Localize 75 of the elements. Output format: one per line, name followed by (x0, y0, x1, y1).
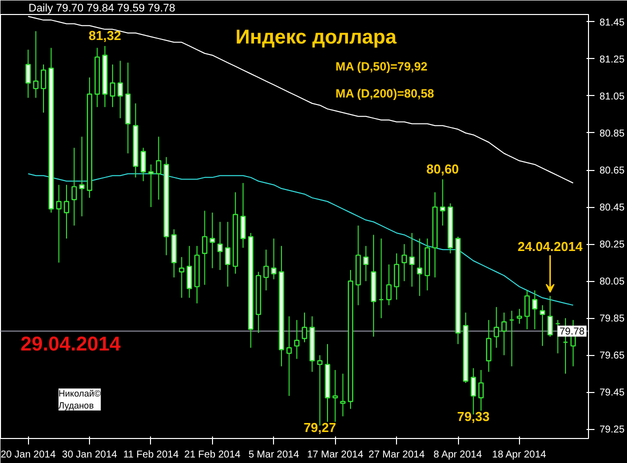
y-tick-label: 80.45 (600, 202, 625, 214)
y-tick-label: 79.45 (600, 388, 625, 399)
x-tick-label: 21 Feb 2014 (184, 450, 241, 460)
x-tick-label: 11 Feb 2014 (123, 450, 180, 460)
y-tick-label: 79.65 (600, 350, 625, 362)
candlestick (494, 306, 500, 348)
annotation: 24.04.2014 (518, 239, 584, 254)
candlestick (156, 136, 162, 200)
y-tick-label: 79.85 (600, 314, 625, 325)
text: Индекс доллара (236, 26, 398, 48)
x-tick-label: 17 Mar 2014 (307, 450, 364, 460)
candlestick (478, 369, 484, 412)
candlestick (340, 373, 346, 417)
candlestick (540, 304, 546, 346)
candlestick (202, 210, 208, 286)
candlestick (302, 312, 308, 343)
candlestick (363, 245, 369, 282)
candlestick (210, 212, 216, 269)
y-tick-label: 79.25 (600, 424, 625, 436)
candlestick (110, 64, 116, 108)
y-tick-label: 81.45 (600, 17, 625, 28)
candlestick (217, 221, 223, 271)
candlestick (524, 290, 530, 330)
candlestick (79, 136, 85, 217)
candlestick (332, 369, 338, 422)
x-tick-label: 20 Jan 2014 (0, 450, 56, 460)
candlestick (225, 221, 230, 288)
candlestick (33, 30, 39, 98)
candlestick (64, 184, 70, 240)
candlestick (416, 238, 422, 296)
y-tick-label: 80.25 (600, 240, 625, 251)
candlestick (286, 316, 292, 396)
candlestick (140, 147, 146, 182)
candlestick (486, 320, 492, 372)
x-tick-label: 18 Apr 2014 (492, 450, 547, 460)
candlestick (40, 64, 46, 114)
candlestick (386, 264, 392, 306)
annotation: Daily 79.70 79.84 79.59 79.78 (28, 2, 176, 14)
y-tick-label: 80.05 (600, 276, 625, 288)
candlestick (394, 252, 400, 300)
x-tick-label: 30 Jan 2014 (62, 450, 118, 460)
annotation: 29.04.2014 (20, 334, 122, 356)
annotation: MA (D,50)=79,92 (336, 60, 428, 74)
annotation: Николай© Луданов (58, 388, 102, 410)
candlestick (148, 164, 154, 208)
y-tick-label: 80.85 (600, 128, 625, 140)
candlestick (440, 178, 446, 226)
x-tick-label: 5 Mar 2014 (248, 450, 300, 460)
candlestick (402, 244, 407, 282)
candlestick (25, 49, 31, 98)
annotation: 81,32 (88, 28, 122, 43)
candlestick (118, 60, 123, 119)
y-tick-label: 81.25 (600, 54, 625, 66)
x-tick-label: 27 Mar 2014 (368, 450, 426, 460)
candlestick (71, 147, 77, 226)
candlestick (178, 256, 184, 298)
candlestick (263, 249, 269, 291)
annotation: 79,33 (457, 408, 490, 424)
candlestick (532, 290, 538, 330)
candlestick (547, 295, 553, 338)
annotation: 80,60 (426, 161, 459, 176)
candlestick (501, 312, 507, 356)
candlestick (294, 320, 300, 360)
candlestick (271, 238, 276, 280)
candlestick (240, 182, 246, 248)
y-tick-label: 81.05 (600, 91, 625, 102)
annotation: 79,27 (304, 420, 336, 436)
candlestick (516, 308, 522, 324)
annotation: MA (D,200)=80,58 (336, 86, 434, 100)
y-tick-label: 80.65 (600, 166, 625, 177)
candlestick (56, 184, 62, 264)
ref-line-label: 79.78 (559, 326, 585, 338)
candlestick (409, 232, 415, 288)
x-tick-label: 8 Apr 2014 (434, 450, 482, 460)
candlestick (186, 245, 192, 298)
